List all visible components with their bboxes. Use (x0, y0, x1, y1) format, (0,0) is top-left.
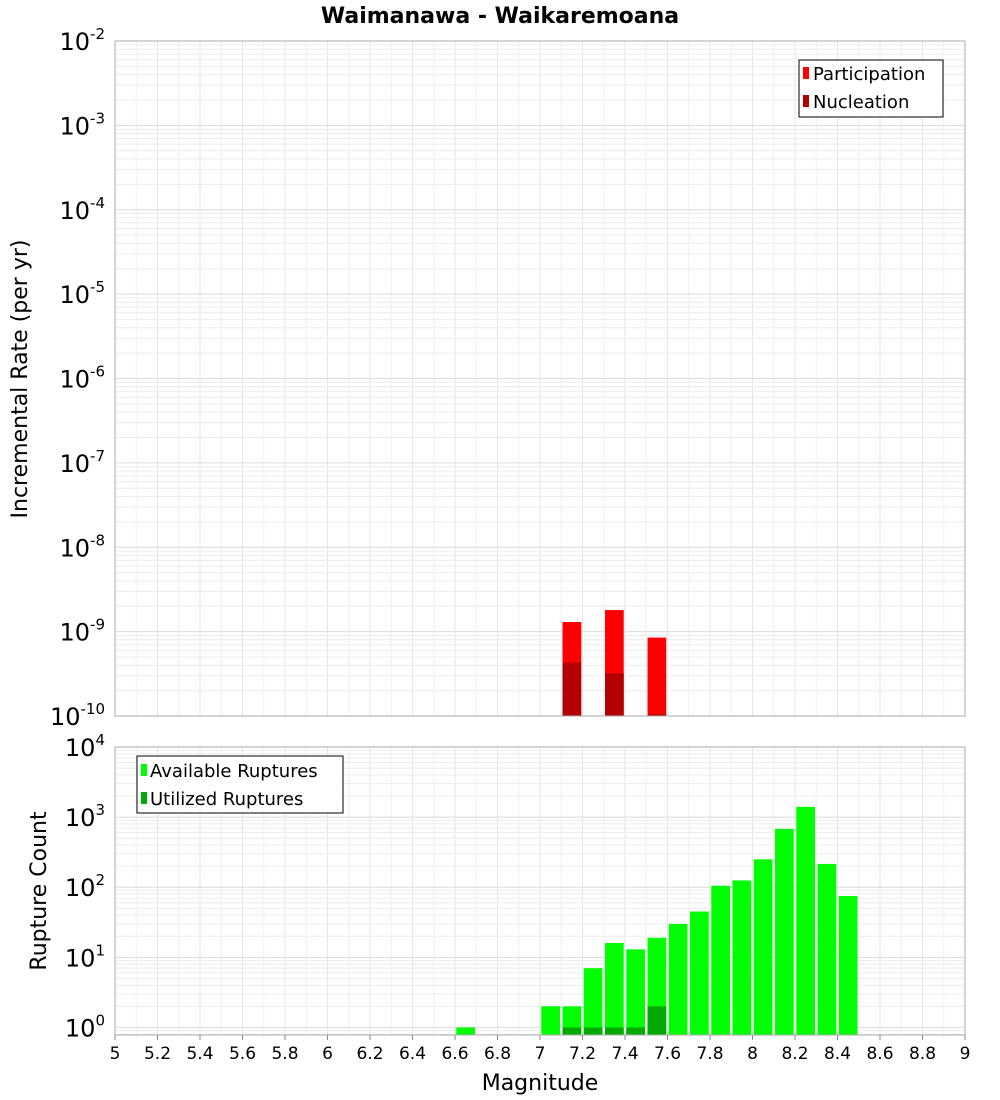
utilized-ruptures-bar (626, 1027, 645, 1035)
x-tick-label: 5.6 (229, 1044, 256, 1064)
chart-title: Waimanawa - Waikaremoana (321, 4, 679, 29)
utilized-ruptures-bar (583, 1027, 603, 1035)
top-y-tick-label: 10-10 (50, 700, 105, 731)
available-ruptures-bar (690, 911, 709, 1035)
available-ruptures-bar (668, 923, 688, 1035)
bottom-y-axis-label: Rupture Count (27, 811, 52, 971)
x-tick-label: 6.8 (484, 1044, 511, 1064)
x-tick-label: 6.2 (356, 1044, 383, 1064)
top-y-ticks: 10-2 10-3 10-4 10-5 10-6 10-7 10-8 10-9 10-10 (50, 25, 105, 731)
x-tick-label: 6 (322, 1044, 333, 1064)
top-y-axis-label: Incremental Rate (per yr) (8, 240, 33, 519)
available-ruptures-bar (541, 1006, 560, 1035)
available-ruptures-bar (796, 806, 815, 1035)
top-legend-box (798, 59, 944, 118)
bottom-y-tick-label: 101 (65, 941, 105, 972)
x-axis-label: Magnitude (482, 1071, 599, 1096)
legend-label-nucleation: Nucleation (813, 92, 909, 113)
available-ruptures-bar (626, 949, 645, 1035)
bottom-legend: Available Ruptures Utilized Ruptures (136, 755, 344, 814)
top-y-tick-label: 10-6 (59, 363, 105, 394)
top-panel: 10-2 10-3 10-4 10-5 10-6 10-7 10-8 10-9 10-10 In… (8, 25, 966, 731)
top-y-tick-label: 10-2 (59, 25, 105, 56)
utilized-ruptures-bar (605, 1027, 624, 1035)
x-tick-label: 8.8 (909, 1044, 936, 1064)
top-plot-border (114, 40, 966, 717)
available-ruptures-bar (775, 828, 794, 1035)
x-tick-label: 7 (535, 1044, 546, 1064)
legend-label-utilized: Utilized Ruptures (150, 789, 303, 810)
nucleation-bar (562, 662, 582, 716)
legend-swatch-nucleation (803, 95, 809, 107)
utilized-ruptures-bar (647, 1006, 667, 1035)
x-tick-label: 8.6 (866, 1044, 893, 1064)
available-ruptures-bar (838, 895, 858, 1035)
available-ruptures-bar (456, 1027, 475, 1035)
x-tick-label: 6.4 (399, 1044, 426, 1064)
nucleation-bar (605, 673, 624, 716)
top-legend: Participation Nucleation (798, 59, 944, 118)
top-y-tick-label: 10-8 (59, 531, 105, 562)
top-y-tick-label: 10-9 (59, 616, 105, 647)
bottom-y-tick-label: 102 (65, 871, 105, 902)
legend-label-participation: Participation (813, 64, 925, 85)
available-ruptures-bar (605, 943, 624, 1035)
x-tick-label: 5.2 (144, 1044, 171, 1064)
bottom-bars (456, 806, 858, 1035)
x-tick-label: 7.6 (654, 1044, 681, 1064)
x-tick-label: 5 (110, 1044, 121, 1064)
x-tick-label: 9 (960, 1044, 971, 1064)
bottom-panel: 104 103 102 101 100 Rupture Count Available … (27, 731, 970, 1096)
x-tick-label: 8 (747, 1044, 758, 1064)
x-tick-label: 8.2 (781, 1044, 808, 1064)
x-tick-label: 7.4 (611, 1044, 638, 1064)
top-y-tick-label: 10-5 (59, 278, 105, 309)
bottom-legend-box (136, 755, 344, 814)
x-tick-label: 5.8 (271, 1044, 298, 1064)
x-tick-label: 7.2 (569, 1044, 596, 1064)
bottom-y-tick-label: 104 (65, 731, 105, 762)
available-ruptures-bar (711, 885, 730, 1035)
available-ruptures-bar (817, 863, 837, 1035)
legend-swatch-participation (803, 67, 809, 79)
bottom-y-ticks: 104 103 102 101 100 (65, 731, 105, 1042)
nucleation-bar (647, 714, 667, 716)
legend-swatch-available (141, 764, 147, 776)
available-ruptures-bar (732, 880, 752, 1035)
legend-label-available: Available Ruptures (150, 761, 318, 782)
x-tick-label: 6.6 (441, 1044, 468, 1064)
bottom-y-tick-label: 100 (65, 1011, 105, 1042)
utilized-ruptures-bar (562, 1027, 582, 1035)
top-y-tick-label: 10-3 (59, 109, 105, 140)
x-tick-label: 5.4 (186, 1044, 213, 1064)
available-ruptures-bar (583, 968, 603, 1035)
top-grid (114, 40, 966, 717)
x-tick-label: 8.4 (824, 1044, 851, 1064)
available-ruptures-bar (753, 859, 773, 1035)
top-y-tick-label: 10-4 (59, 194, 105, 225)
x-tick-label: 7.8 (696, 1044, 723, 1064)
top-bars (562, 610, 667, 716)
x-ticks: 5 5.2 5.4 5.6 5.8 6 6.2 6.4 6.6 6.8 7 7.2 7.4 7.6 7.8 8… (110, 1035, 971, 1064)
legend-swatch-utilized (141, 792, 147, 804)
bottom-y-tick-label: 103 (65, 801, 105, 832)
participation-bar (647, 637, 667, 716)
top-y-tick-label: 10-7 (59, 447, 105, 478)
